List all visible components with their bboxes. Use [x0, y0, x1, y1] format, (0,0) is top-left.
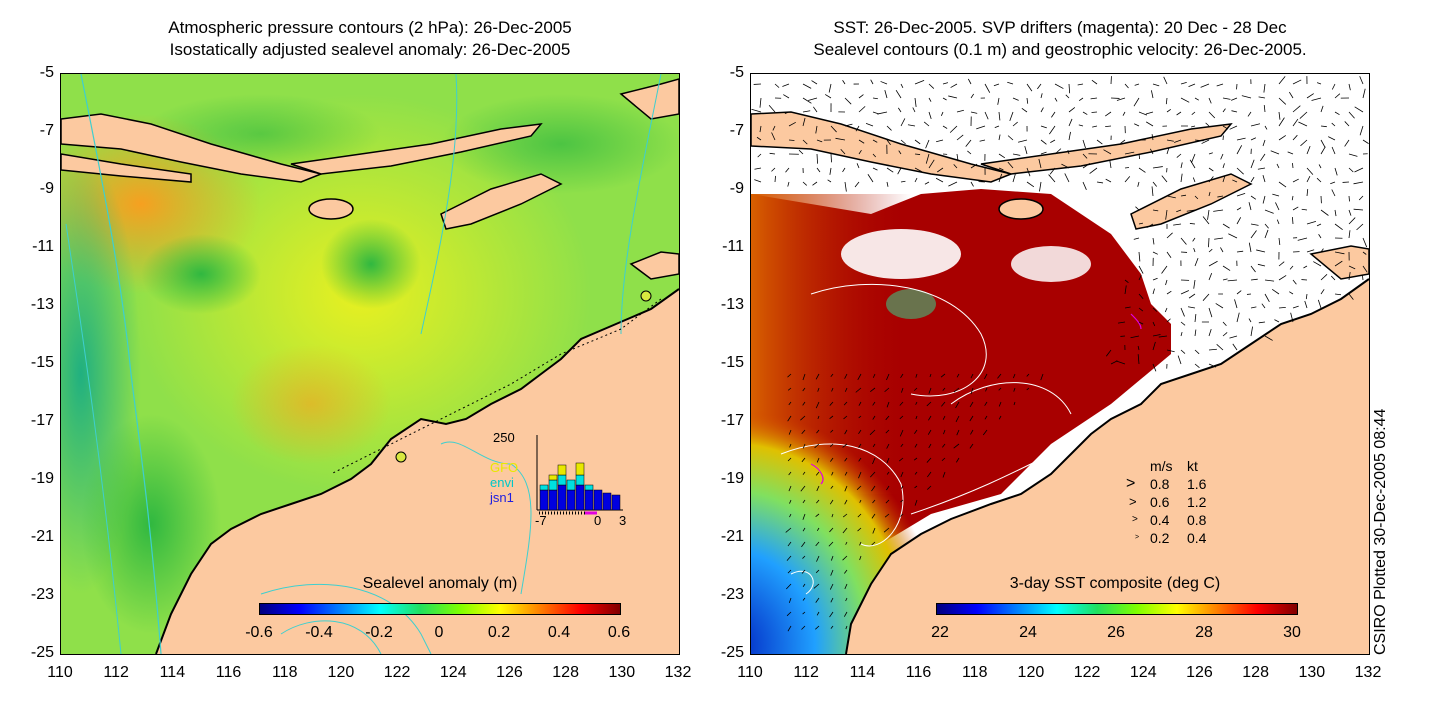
left-xtick: 128 [552, 664, 579, 681]
right-colorbar-tick: 24 [1019, 624, 1037, 641]
right-colorbar-tick: 28 [1195, 624, 1213, 641]
left-ytick: -23 [30, 586, 54, 603]
right-xtick: 128 [1242, 664, 1269, 681]
velocity-legend-arrow-icon: > [1135, 534, 1140, 541]
velocity-legend-header-kt: kt [1187, 458, 1198, 474]
velocity-legend-ms: 0.2 [1150, 530, 1170, 546]
right-colorbar-tick: 30 [1283, 624, 1301, 641]
velocity-legend-kt: 0.8 [1187, 512, 1207, 528]
plot-credit: CSIRO Plotted 30-Dec-2005 08:44 [1372, 408, 1389, 655]
right-xtick: 110 [737, 664, 763, 681]
right-xtick: 112 [793, 664, 819, 681]
left-xtick: 110 [47, 664, 73, 681]
left-ytick: -21 [30, 528, 54, 545]
left-ytick: -17 [30, 412, 54, 429]
left-colorbar-tick: 0.6 [607, 624, 631, 641]
right-xtick: 132 [1354, 664, 1382, 681]
left-ytick: -15 [30, 354, 54, 371]
right-ytick: -5 [729, 64, 744, 81]
inset-legend-gfo: GFO [490, 460, 519, 475]
right-ytick: -13 [720, 296, 744, 313]
inset-xtick-2: 3 [619, 513, 627, 528]
left-xtick: 122 [383, 664, 411, 681]
left-xtick: 112 [103, 664, 129, 681]
sealevel-anomaly-map [60, 73, 680, 655]
velocity-legend-arrow-icon: > [1126, 475, 1136, 492]
left-ytick: -9 [39, 180, 54, 197]
left-ytick: -11 [32, 238, 54, 255]
left-ytick: -13 [30, 296, 54, 313]
right-ytick: -19 [720, 470, 744, 487]
left-xtick: 114 [159, 664, 186, 681]
inset-legend-envi: envi [490, 475, 514, 490]
right-ytick: -21 [720, 528, 744, 545]
left-colorbar-tick: -0.2 [365, 624, 393, 641]
left-xtick: 132 [664, 664, 692, 681]
right-xtick: 130 [1298, 664, 1326, 681]
right-ytick: -7 [729, 122, 744, 139]
right-ytick: -11 [722, 238, 744, 255]
velocity-legend-kt: 1.2 [1187, 494, 1207, 510]
right-ytick: -23 [720, 586, 744, 603]
velocity-legend-ms: 0.4 [1150, 512, 1170, 528]
right-colorbar-tick: 26 [1107, 624, 1125, 641]
left-colorbar-tick: 0.4 [547, 624, 571, 641]
pass-count-histogram [536, 435, 623, 515]
left-title-line1: Atmospheric pressure contours (2 hPa): 2… [168, 18, 572, 37]
left-xtick: 124 [439, 664, 467, 681]
velocity-legend-ms: 0.8 [1150, 476, 1170, 492]
right-colorbar-tick: 22 [931, 624, 949, 641]
right-xtick: 118 [961, 664, 988, 681]
left-ytick: -25 [30, 644, 54, 661]
right-colorbar [936, 603, 1298, 615]
left-colorbar-tick: 0.2 [487, 624, 511, 641]
left-colorbar-tick: 0 [434, 624, 444, 641]
inset-xtick-1: 0 [594, 513, 602, 528]
velocity-legend-kt: 0.4 [1187, 530, 1207, 546]
right-ytick: -15 [720, 354, 744, 371]
right-xtick: 116 [905, 664, 932, 681]
left-ytick: -5 [39, 64, 54, 81]
inset-xtick-0: -7 [535, 513, 547, 528]
velocity-legend-header-ms: m/s [1150, 458, 1173, 474]
left-xtick: 116 [215, 664, 242, 681]
right-title-line1: SST: 26-Dec-2005. SVP drifters (magenta)… [833, 18, 1287, 37]
left-colorbar [259, 603, 621, 615]
left-ytick: -19 [30, 470, 54, 487]
right-ytick: -9 [729, 180, 744, 197]
inset-max-label: 250 [493, 430, 515, 445]
left-xtick: 130 [608, 664, 636, 681]
right-title-line2: Sealevel contours (0.1 m) and geostrophi… [813, 40, 1307, 59]
left-colorbar-label: Sealevel anomaly (m) [362, 575, 518, 592]
right-ytick: -17 [720, 412, 744, 429]
right-xtick: 122 [1073, 664, 1101, 681]
velocity-legend-ms: 0.6 [1150, 494, 1170, 510]
right-ytick: -25 [720, 644, 744, 661]
right-xtick: 126 [1186, 664, 1213, 681]
left-ytick: -7 [39, 122, 54, 139]
right-colorbar-label: 3-day SST composite (deg C) [1009, 575, 1221, 592]
sst-map [750, 73, 1370, 655]
left-xtick: 126 [496, 664, 523, 681]
left-xtick: 120 [327, 664, 355, 681]
left-colorbar-tick: -0.6 [245, 624, 273, 641]
velocity-legend-arrow-icon: > [1129, 494, 1137, 509]
left-xtick: 118 [271, 664, 298, 681]
velocity-legend-kt: 1.6 [1187, 476, 1207, 492]
right-xtick: 124 [1129, 664, 1157, 681]
velocity-legend-arrow-icon: > [1132, 514, 1138, 525]
right-xtick: 120 [1017, 664, 1045, 681]
right-xtick: 114 [849, 664, 876, 681]
inset-legend-jsn1: jsn1 [490, 490, 514, 505]
left-colorbar-tick: -0.4 [305, 624, 333, 641]
left-title-line2: Isostatically adjusted sealevel anomaly:… [169, 40, 571, 59]
